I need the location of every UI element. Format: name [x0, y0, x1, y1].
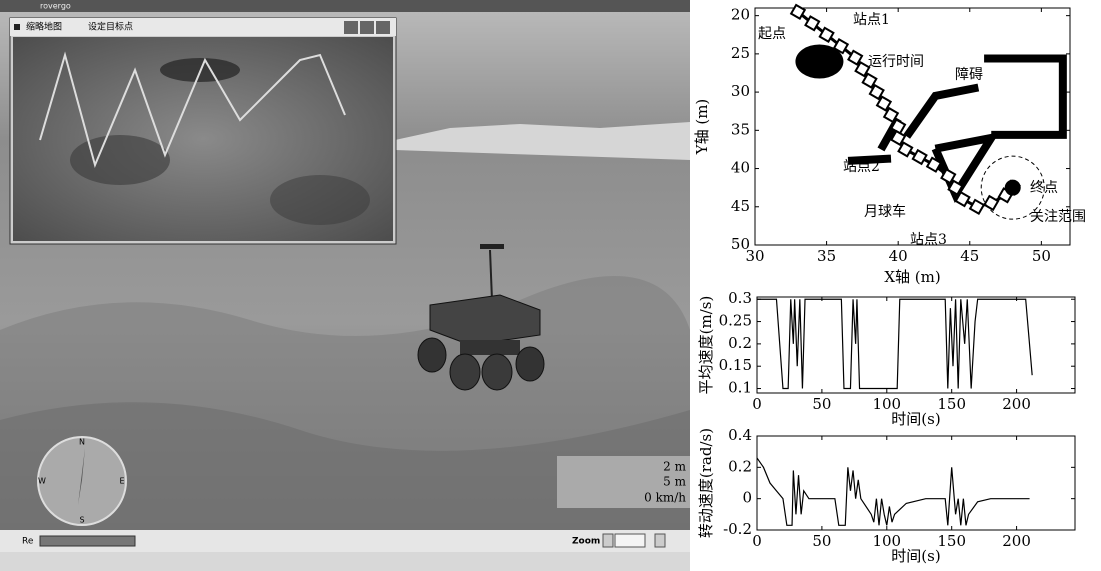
window-title: rovergo [40, 2, 71, 11]
rover-marker [970, 200, 984, 214]
info-text: 0 km/h [644, 491, 686, 505]
minimize-button[interactable] [344, 21, 358, 34]
annotation: 运行时间 [868, 54, 924, 70]
compass-label: W [38, 477, 46, 486]
map-title: 缩略地图 [26, 21, 62, 33]
x-tick-label: 150 [937, 395, 966, 413]
x-axis-label: X轴 (m) [884, 268, 940, 286]
compass-label: E [119, 477, 124, 486]
x-tick-label: 150 [937, 532, 966, 550]
annotation: 站点1 [853, 12, 890, 28]
y-tick-label: 25 [731, 44, 750, 62]
map-feature [270, 175, 370, 225]
data-line [757, 458, 1030, 525]
figure: rovergo 缩略地图 设定目标点 N [0, 0, 1101, 571]
x-axis-label: 时间(s) [891, 547, 940, 565]
y-tick-label: 0.25 [719, 312, 752, 330]
y-tick-label: 0.3 [728, 289, 752, 307]
annotation: 月球车 [864, 203, 906, 220]
y-tick-label: 30 [731, 82, 750, 100]
screenshot: rovergo 缩略地图 设定目标点 N [0, 0, 690, 571]
x-tick-label: 50 [812, 395, 831, 413]
y-tick-label: 0.15 [719, 356, 752, 374]
zoom-label: Zoom [572, 537, 600, 547]
y-axis-label: 转动速度(rad/s) [697, 428, 715, 538]
y-tick-label: -0.2 [723, 520, 752, 538]
rover-marker [913, 150, 927, 164]
obstacle [984, 58, 1063, 134]
y-tick-label: 45 [731, 197, 750, 215]
annotation: 障碍 [955, 67, 983, 83]
y-tick-label: 0.4 [728, 426, 752, 444]
slider[interactable] [40, 536, 135, 546]
zoom-slider[interactable] [615, 534, 645, 547]
close-button[interactable] [376, 21, 390, 34]
compass [38, 437, 126, 525]
y-tick-label: 40 [731, 159, 750, 177]
map-title-bar [10, 18, 396, 36]
maximize-button[interactable] [360, 21, 374, 34]
annotation: 终点 [1030, 180, 1058, 196]
annotation: 起点 [758, 26, 786, 42]
x-tick-label: 200 [1002, 532, 1031, 550]
title-bar [0, 0, 690, 12]
annotation: 站点3 [910, 232, 947, 248]
x-tick-label: 45 [960, 247, 979, 265]
x-axis-label: 时间(s) [891, 410, 940, 428]
data-line [757, 299, 1032, 388]
y-tick-label: 50 [731, 235, 750, 253]
rover-marker [984, 196, 998, 210]
y-tick-label: 0.1 [728, 379, 752, 397]
obstacle [907, 88, 979, 137]
y-tick-label: 0.2 [728, 334, 752, 352]
y-axis-label: 平均速度(m/s) [697, 296, 715, 395]
compass-label: S [79, 516, 84, 525]
map-button[interactable]: 设定目标点 [88, 21, 133, 33]
x-tick-label: 0 [752, 395, 762, 413]
icon [14, 24, 20, 30]
compass-label: N [79, 438, 85, 447]
plot-frame [757, 436, 1075, 530]
x-tick-label: 0 [752, 532, 762, 550]
status-label: Re [22, 537, 34, 547]
x-tick-label: 35 [817, 247, 836, 265]
y-tick-label: 20 [731, 6, 750, 24]
y-axis-label: Y轴 (m) [693, 99, 711, 156]
annotation: 站点2 [843, 159, 880, 175]
y-tick-label: 0.2 [728, 457, 752, 475]
info-text: 5 m [663, 475, 686, 489]
obstacle [935, 138, 991, 195]
start-point [795, 45, 843, 79]
data-line [798, 12, 1013, 207]
map-feature [70, 135, 170, 185]
y-tick-label: 35 [731, 120, 750, 138]
x-tick-label: 50 [812, 532, 831, 550]
zoom-right[interactable] [655, 534, 665, 547]
x-tick-label: 50 [1032, 247, 1051, 265]
x-tick-label: 200 [1002, 395, 1031, 413]
zoom-left[interactable] [603, 534, 613, 547]
info-text: 2 m [663, 460, 686, 474]
x-tick-label: 40 [889, 247, 908, 265]
annotation: 关注范围 [1030, 208, 1086, 225]
y-tick-label: 0 [742, 489, 752, 507]
goal-point [1005, 180, 1021, 196]
